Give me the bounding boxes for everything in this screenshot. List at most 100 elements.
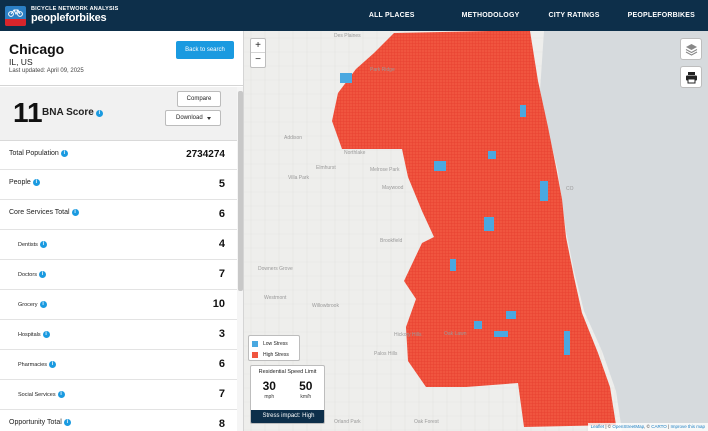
legend-label: Low Stress xyxy=(263,340,288,347)
row-label-text: Social Services xyxy=(18,392,56,398)
map-label: Elmhurst xyxy=(316,165,336,171)
row-value: 2734274 xyxy=(186,149,225,160)
map-label: Hickory Hills xyxy=(394,332,422,338)
lake-michigan xyxy=(540,31,708,431)
bna-score-value: 11 xyxy=(13,97,43,128)
map-label: Brookfield xyxy=(380,238,403,244)
map-label: Park Ridge xyxy=(370,67,395,73)
improve-map-link[interactable]: Improve this map xyxy=(670,424,705,429)
leaflet-link[interactable]: Leaflet xyxy=(590,424,605,429)
brand-subtitle: BICYCLE NETWORK ANALYSIS xyxy=(31,5,119,12)
map-label: Melrose Park xyxy=(370,167,400,173)
map-label: Westmont xyxy=(264,295,287,301)
list-item-doctors: Doctors i 7 xyxy=(0,260,237,290)
map-label: Orland Park xyxy=(334,419,361,425)
row-label-text: Dentists xyxy=(18,242,38,248)
map-label: Des Plaines xyxy=(334,33,361,39)
info-icon[interactable]: i xyxy=(57,391,65,398)
info-icon[interactable]: i xyxy=(49,361,57,368)
row-label: Social Services i xyxy=(18,391,65,398)
info-icon[interactable]: i xyxy=(32,179,40,186)
download-dropdown[interactable]: Download xyxy=(165,110,221,126)
compare-button[interactable]: Compare xyxy=(177,91,221,107)
speed-mph-value: 30 xyxy=(262,379,276,393)
city-state: IL, US xyxy=(9,57,33,67)
speed-limit-panel: Residential Speed Limit 30 mph 50 km/h S… xyxy=(250,365,325,424)
score-breakdown-list: Total Population i 2734274 People i 5 Core… xyxy=(0,141,237,431)
back-to-search-button[interactable]: Back to search xyxy=(176,41,234,59)
print-button[interactable] xyxy=(680,66,702,88)
high-stress-swatch xyxy=(252,351,258,358)
carto-link[interactable]: CARTO xyxy=(651,424,667,429)
city-name: Chicago xyxy=(9,41,65,57)
map-label: Oak Forest xyxy=(414,419,439,425)
map-label: Willowbrook xyxy=(312,303,339,309)
list-item-core-services: Core Services Total i 6 xyxy=(0,200,237,230)
panel-scrollbar[interactable] xyxy=(237,87,243,431)
info-icon[interactable]: i xyxy=(63,419,71,426)
nav-all-places[interactable]: ALL PLACES xyxy=(368,12,415,19)
info-icon[interactable]: i xyxy=(38,271,46,278)
speed-kmh: 50 km/h xyxy=(299,379,312,400)
osm-link[interactable]: OpenStreetMap xyxy=(612,424,645,429)
brand-title: peopleforbikes xyxy=(31,12,107,25)
list-item-grocery: Grocery i 10 xyxy=(0,290,237,320)
map-label: Oak Lawn xyxy=(444,331,467,337)
download-label: Download xyxy=(176,115,203,121)
row-label-text: Grocery xyxy=(18,302,38,308)
info-icon[interactable]: i xyxy=(42,331,50,338)
row-label-text: Hospitals xyxy=(18,332,41,338)
bna-score-card: 11 BNA Score i Compare Download xyxy=(0,87,237,141)
row-value: 7 xyxy=(218,388,225,400)
low-stress-swatch xyxy=(252,340,258,347)
info-icon[interactable]: i xyxy=(39,301,47,308)
legend-item-low: Low Stress xyxy=(249,338,299,349)
nav-methodology[interactable]: METHODOLOGY xyxy=(461,12,520,19)
row-label: Doctors i xyxy=(18,271,46,278)
print-icon xyxy=(686,72,697,84)
row-label: People i xyxy=(9,179,40,186)
layers-button[interactable] xyxy=(680,38,702,60)
speed-limit-title: Residential Speed Limit xyxy=(258,369,317,375)
row-label: Hospitals i xyxy=(18,331,50,338)
row-label: Dentists i xyxy=(18,241,47,248)
row-label: Total Population i xyxy=(9,150,68,157)
brand-logo-link[interactable]: BICYCLE NETWORK ANALYSIS peopleforbikes xyxy=(5,5,119,26)
list-item-people: People i 5 xyxy=(0,170,237,200)
row-value: 7 xyxy=(218,268,225,280)
stress-map[interactable]: Des Plaines Park Ridge Addison Northlake… xyxy=(244,31,708,431)
legend-label: High Stress xyxy=(263,351,289,358)
zoom-out-button[interactable]: − xyxy=(255,54,261,65)
row-value: 6 xyxy=(218,208,225,220)
row-value: 3 xyxy=(218,328,225,340)
info-icon[interactable]: i xyxy=(39,241,47,248)
map-attribution: Leaflet | © OpenStreetMap, © CARTO | Imp… xyxy=(587,423,708,431)
zoom-in-button[interactable]: + xyxy=(251,39,265,53)
row-label: Grocery i xyxy=(18,301,47,308)
speed-kmh-value: 50 xyxy=(299,379,313,393)
layers-icon xyxy=(685,44,698,56)
info-icon[interactable]: i xyxy=(71,209,79,216)
caret-down-icon xyxy=(207,117,211,120)
speed-values: 30 mph 50 km/h xyxy=(251,379,324,400)
row-label-text: Opportunity Total xyxy=(9,419,62,426)
city-details-panel: Chicago IL, US Last updated: April 09, 2… xyxy=(0,31,244,431)
stress-impact-badge: Stress impact: High xyxy=(251,410,324,423)
row-label-text: Core Services Total xyxy=(9,209,70,216)
map-label: Villa Park xyxy=(288,175,310,181)
map-label: Addison xyxy=(284,135,303,141)
scrollbar-thumb[interactable] xyxy=(238,91,243,291)
row-label-text: Doctors xyxy=(18,272,37,278)
stress-legend: Low Stress High Stress xyxy=(248,335,300,361)
info-icon[interactable]: i xyxy=(95,110,103,117)
nav-peopleforbikes[interactable]: PEOPLEFORBIKES xyxy=(627,12,695,19)
info-icon[interactable]: i xyxy=(60,150,68,157)
nav-city-ratings[interactable]: CITY RATINGS xyxy=(548,12,600,19)
row-value: 10 xyxy=(212,298,225,310)
high-stress-network xyxy=(332,31,616,427)
zoom-control: + − xyxy=(250,38,266,68)
list-item-social-services: Social Services i 7 xyxy=(0,380,237,410)
main-nav: ALL PLACES METHODOLOGY CITY RATINGS PEOP… xyxy=(369,0,708,31)
row-value: 5 xyxy=(218,178,225,190)
map-label: Downers Grove xyxy=(258,266,293,272)
